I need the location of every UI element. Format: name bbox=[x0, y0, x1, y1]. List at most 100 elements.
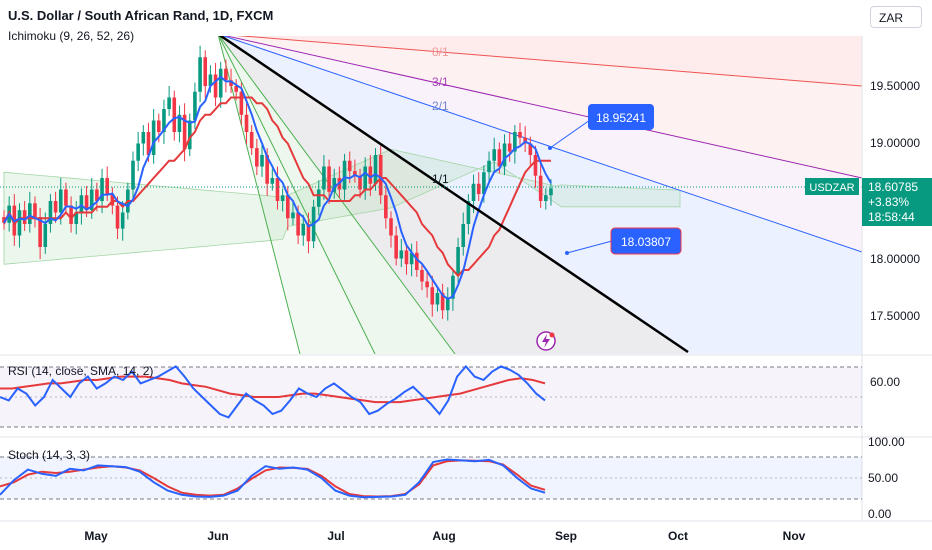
price-tag: USDZAR 18.60785 +3.83% 18:58:44 bbox=[805, 178, 932, 226]
candle bbox=[353, 159, 357, 183]
callout-upper-text: 18.95241 bbox=[596, 111, 646, 125]
candle bbox=[249, 125, 254, 155]
candle bbox=[513, 125, 517, 164]
candle bbox=[275, 166, 280, 210]
candle bbox=[187, 113, 192, 157]
candle bbox=[544, 188, 548, 210]
time-tick: Nov bbox=[783, 529, 806, 543]
candle bbox=[22, 201, 27, 231]
candle bbox=[2, 210, 6, 230]
chart-title: U.S. Dollar / South African Rand, 1D, FX… bbox=[8, 8, 273, 23]
fan-line-2[interactable] bbox=[218, 34, 862, 253]
main-pane bbox=[0, 34, 862, 354]
time-tick: Sep bbox=[555, 529, 577, 543]
candle bbox=[131, 151, 135, 199]
stoch-tick-50: 50.00 bbox=[868, 471, 898, 485]
candle bbox=[461, 212, 466, 256]
price-tag-symbol: USDZAR bbox=[809, 182, 854, 194]
candle bbox=[358, 168, 362, 199]
candle bbox=[430, 275, 435, 317]
fan-label-8-1: 8/1 bbox=[432, 45, 449, 59]
candle bbox=[445, 287, 450, 321]
fan-line-5[interactable] bbox=[217, 34, 301, 354]
candle bbox=[332, 168, 337, 199]
candle bbox=[420, 263, 424, 291]
candle bbox=[389, 211, 393, 248]
candle bbox=[17, 203, 22, 248]
candle bbox=[28, 191, 32, 233]
price-tag-countdown: 18:58:44 bbox=[868, 210, 915, 224]
candle bbox=[549, 179, 553, 206]
candle bbox=[363, 157, 367, 200]
time-tick: Jul bbox=[327, 529, 344, 543]
fan-line-4[interactable] bbox=[218, 34, 376, 354]
price-tick: 19.50000 bbox=[870, 79, 920, 93]
candle bbox=[224, 59, 228, 93]
callout-lower-text: 18.03807 bbox=[621, 235, 671, 249]
candle bbox=[198, 45, 202, 103]
candle bbox=[538, 164, 543, 208]
candle bbox=[43, 212, 48, 254]
rsi-tick: 60.00 bbox=[870, 375, 900, 389]
candle bbox=[213, 63, 218, 107]
fan-line-0[interactable] bbox=[218, 34, 862, 87]
rsi-title[interactable]: RSI (14, close, SMA, 14, 2) bbox=[8, 364, 153, 378]
stoch-k-line bbox=[0, 458, 546, 499]
candle bbox=[435, 286, 440, 312]
event-marker-icon[interactable] bbox=[536, 331, 556, 351]
indicator-title[interactable]: Ichimoku (9, 26, 52, 26) bbox=[8, 29, 134, 43]
candle bbox=[270, 168, 275, 191]
time-axis[interactable]: May Jun Jul Aug Sep Oct Nov bbox=[84, 529, 805, 543]
price-tag-price: 18.60785 bbox=[868, 180, 918, 194]
candle bbox=[518, 122, 522, 145]
candle bbox=[507, 132, 512, 162]
candle bbox=[322, 155, 326, 200]
candle bbox=[316, 180, 321, 216]
candles bbox=[2, 45, 553, 321]
candle bbox=[384, 183, 388, 229]
kijun-line bbox=[3, 96, 551, 278]
candle bbox=[327, 159, 331, 204]
candle bbox=[167, 86, 171, 116]
candle bbox=[48, 194, 53, 233]
stoch-pane: Stoch (14, 3, 3) 100.00 50.00 0.00 bbox=[0, 435, 905, 521]
fan-label-1-1: 1/1 bbox=[432, 172, 449, 186]
candle bbox=[115, 196, 120, 239]
candle bbox=[533, 145, 538, 188]
fan-line-1[interactable] bbox=[218, 34, 862, 179]
stoch-title[interactable]: Stoch (14, 3, 3) bbox=[8, 448, 90, 462]
time-tick: May bbox=[84, 529, 108, 543]
ichimoku-cloud bbox=[3, 148, 681, 265]
candle bbox=[203, 50, 208, 99]
candle bbox=[151, 109, 156, 164]
rsi-line bbox=[0, 364, 546, 419]
candle bbox=[69, 196, 73, 233]
candle bbox=[409, 243, 414, 277]
candle bbox=[528, 136, 533, 166]
candle bbox=[440, 283, 445, 319]
rsi-pane: RSI (14, close, SMA, 14, 2) 60.00 bbox=[0, 364, 900, 428]
time-tick: Jun bbox=[207, 529, 228, 543]
trend-line[interactable] bbox=[218, 34, 689, 354]
candle bbox=[182, 103, 187, 162]
candle bbox=[301, 214, 306, 246]
candle bbox=[502, 134, 507, 176]
callout-upper[interactable]: 18.95241 bbox=[548, 104, 654, 150]
fan-line-3[interactable] bbox=[218, 34, 456, 354]
candle bbox=[394, 226, 398, 266]
callout-lower[interactable]: 18.03807 bbox=[565, 227, 682, 255]
candle bbox=[136, 132, 140, 172]
price-tick: 18.00000 bbox=[870, 252, 920, 266]
candle bbox=[218, 61, 223, 108]
candle bbox=[141, 125, 146, 156]
time-tick: Aug bbox=[432, 529, 455, 543]
tenkan-line bbox=[3, 75, 552, 300]
candle bbox=[399, 238, 404, 268]
price-axis[interactable]: 19.50000 19.00000 18.00000 17.50000 bbox=[861, 36, 920, 520]
stoch-tick-0: 0.00 bbox=[868, 507, 892, 521]
candle bbox=[33, 196, 37, 228]
candle bbox=[306, 212, 311, 254]
candle bbox=[487, 151, 491, 183]
currency-selector[interactable]: ZAR bbox=[870, 6, 922, 28]
